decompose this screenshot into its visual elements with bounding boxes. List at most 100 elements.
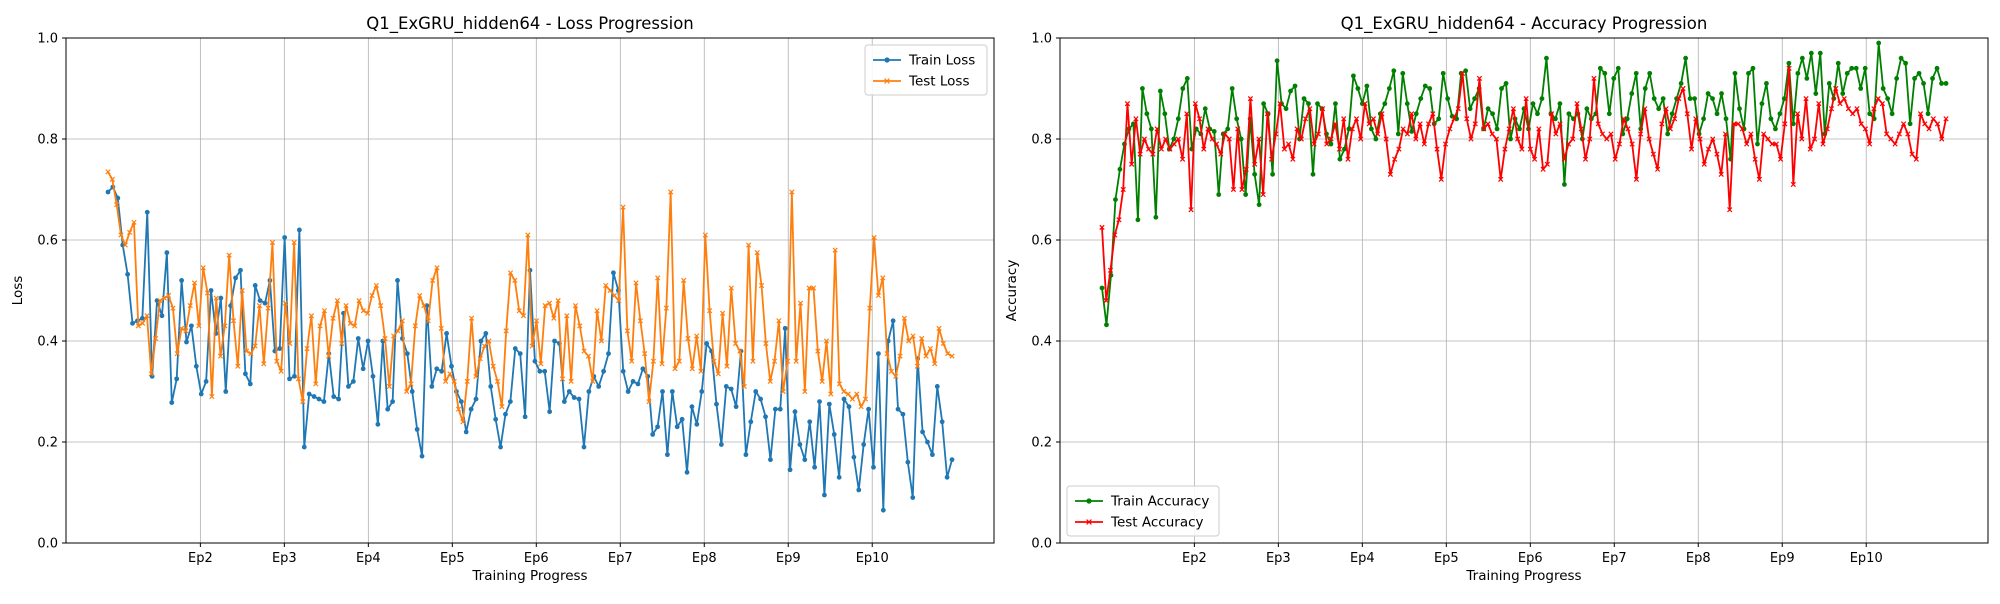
loss-series-0-point-120: [694, 421, 700, 427]
accuracy-series-1-point-13: [1154, 126, 1160, 132]
accuracy-series-1-point-92: [1489, 131, 1495, 137]
loss-series-1-point-54: [339, 340, 345, 347]
loss-series-0-point-158: [880, 507, 886, 513]
accuracy-series-0-point-178: [1898, 55, 1904, 61]
accuracy-series-1-point-1: [1103, 297, 1109, 304]
loss-series-0-point-69: [444, 331, 449, 336]
loss-series-0-point-131: [748, 419, 754, 425]
accuracy-series-0-point-82: [1467, 106, 1473, 112]
accuracy-series-1-point-58: [1345, 156, 1351, 162]
loss-series-0-point-127: [728, 386, 734, 392]
loss-series-1-point-85: [473, 373, 479, 379]
loss-series-1-point-117: [611, 292, 618, 299]
accuracy-series-1-point-26: [1209, 136, 1215, 142]
loss-series-0-point-35: [277, 346, 283, 351]
loss-series-1-point-127: [655, 275, 661, 281]
accuracy-series-0-point-187: [1939, 81, 1944, 86]
accuracy-series-1-point-194: [1922, 121, 1928, 127]
loss-series-1-point-44: [295, 376, 302, 382]
accuracy-legend-marker-1: [1086, 519, 1092, 525]
loss-series-0-point-118: [684, 469, 690, 475]
accuracy-series-1-point-111: [1570, 136, 1576, 142]
loss-series: [105, 169, 955, 513]
loss-series-1-point-181: [888, 368, 895, 374]
accuracy-series-1-point-145: [1714, 151, 1720, 157]
accuracy-series-0-point-89: [1499, 86, 1504, 91]
loss-series-1-point-119: [620, 204, 626, 210]
accuracy-series-1-point-94: [1498, 176, 1504, 183]
loss-series-1-point-135: [689, 366, 695, 372]
loss-series-1-point-105: [559, 376, 566, 382]
accuracy-series-1-point-118: [1599, 131, 1606, 137]
loss-series-0-point-109: [640, 366, 646, 372]
accuracy-series-1-point-186: [1888, 136, 1894, 142]
accuracy-series-0-point-4: [1117, 166, 1123, 172]
loss-panel: 0.0 0.2 0.4 0.6 0.8 1.0 Ep2 Ep3 Ep4 Ep5 Ep6 Ep7 Ep8…: [10, 14, 995, 584]
loss-series-0-point-161: [895, 406, 901, 412]
loss-series-1-point-97: [525, 232, 531, 238]
accuracy-series-1-point-25: [1205, 126, 1211, 132]
accuracy-series-1-point-24: [1201, 146, 1207, 152]
loss-series-0-point-75: [473, 396, 479, 402]
accuracy-series-0-point-54: [1342, 146, 1347, 152]
loss-series-0-point-67: [434, 366, 440, 372]
loss-series-1-point-77: [438, 325, 444, 331]
accuracy-series-0-point-46: [1306, 101, 1311, 107]
loss-series-0-point-88: [537, 368, 543, 374]
accuracy-series-1-point-116: [1591, 75, 1597, 82]
accuracy-y-ticks: 0.0 0.2 0.4 0.6 0.8 1.0: [1031, 32, 1060, 552]
loss-series-0-point-27: [238, 267, 243, 273]
accuracy-series-1-point-197: [1934, 121, 1941, 127]
loss-series-1-point-107: [568, 378, 574, 385]
loss-series-1-point-108: [572, 303, 579, 309]
accuracy-series-1-point-66: [1379, 111, 1385, 117]
loss-series-1-point-109: [577, 323, 583, 329]
accuracy-series-0-point-153: [1786, 60, 1792, 66]
accuracy-series-0-point-149: [1768, 116, 1774, 122]
accuracy-series-0-point-45: [1301, 96, 1307, 101]
accuracy-series-0-point-77: [1445, 96, 1451, 101]
loss-series-0-point-51: [355, 336, 361, 341]
loss-series-0-point-124: [714, 401, 719, 407]
loss-legend-marker-0: [884, 57, 890, 63]
loss-series-1-point-75: [429, 277, 436, 284]
loss-series-1-point-162: [806, 285, 812, 291]
accuracy-series-1-point-163: [1790, 181, 1796, 188]
accuracy-series-0-point-164: [1835, 60, 1841, 66]
loss-x-tick-label-1: Ep3: [272, 551, 297, 566]
accuracy-series-0-point-145: [1750, 65, 1756, 71]
accuracy-chart-title: Q1_ExGRU_hidden64 - Accuracy Progression: [1341, 14, 1708, 34]
accuracy-series-1-point-99: [1519, 146, 1525, 152]
loss-series-0-point-23: [218, 295, 224, 301]
accuracy-series-1-point-117: [1595, 121, 1601, 127]
accuracy-series-0-point-99: [1544, 55, 1549, 61]
loss-series-1-point-114: [598, 338, 605, 344]
accuracy-series-1-point-10: [1141, 136, 1148, 142]
accuracy-series-1-point-68: [1387, 171, 1394, 177]
accuracy-series-1-point-153: [1748, 131, 1754, 137]
accuracy-series-1-point-162: [1786, 65, 1792, 71]
loss-series-0-point-125: [718, 442, 724, 447]
loss-series-0-point-140: [792, 409, 798, 415]
accuracy-series-1-point-17: [1171, 141, 1177, 147]
loss-series-1-point-150: [754, 250, 760, 256]
accuracy-series-0-point-3: [1113, 197, 1118, 203]
accuracy-series-0-point-83: [1472, 96, 1478, 101]
accuracy-series-1-point-101: [1527, 146, 1533, 152]
accuracy-series-1-point-42: [1277, 101, 1283, 107]
accuracy-series-0-point-135: [1705, 91, 1711, 96]
loss-series-0-point-58: [390, 399, 395, 404]
loss-series-0-point-133: [758, 396, 764, 402]
loss-series-1-point-158: [789, 189, 795, 195]
loss-chart-title: Q1_ExGRU_hidden64 - Loss Progression: [366, 14, 694, 34]
loss-series-1-point-191: [932, 361, 938, 367]
accuracy-series-0-point-103: [1562, 182, 1567, 187]
accuracy-series-1-point-69: [1392, 156, 1398, 162]
accuracy-series-0-point-180: [1907, 121, 1913, 127]
loss-series-1-point-172: [849, 396, 856, 402]
accuracy-series-0-point-123: [1651, 96, 1657, 101]
accuracy-series-1-point-189: [1900, 121, 1907, 127]
loss-x-ticks: Ep2 Ep3 Ep4 Ep5 Ep6 Ep7 Ep8 Ep9 Ep10: [188, 543, 889, 566]
loss-series-1-point-68: [399, 318, 405, 324]
loss-series-0-point-100: [596, 384, 602, 389]
